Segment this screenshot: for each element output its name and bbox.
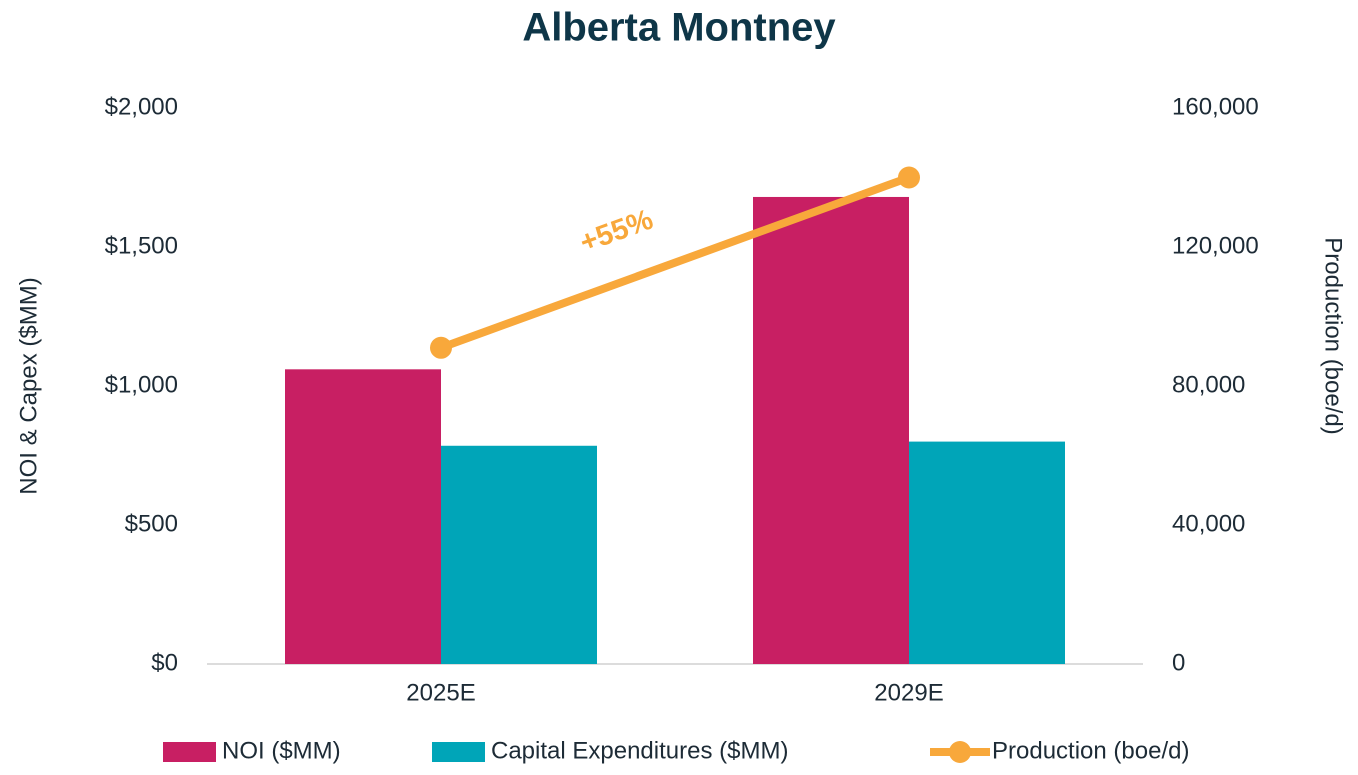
legend-label: Capital Expenditures ($MM): [491, 737, 788, 764]
bar: [441, 445, 597, 664]
line-marker: [898, 166, 920, 189]
y2-tick-label: 160,000: [1172, 93, 1259, 120]
bar: [285, 369, 441, 664]
bar: [753, 196, 909, 664]
line: [439, 173, 911, 352]
y-tick-label: $2,000: [105, 93, 178, 120]
y-tick-label: $1,500: [105, 232, 178, 259]
y-axis-label: NOI & Capex ($MM): [15, 277, 42, 494]
y2-tick-label: 80,000: [1172, 371, 1245, 398]
y2-tick-label: 120,000: [1172, 232, 1259, 259]
legend-marker: [949, 741, 971, 763]
y2-axis-label: Production (boe/d): [1320, 237, 1347, 434]
line-marker: [430, 336, 452, 359]
y-tick-label: $1,000: [105, 371, 178, 398]
y2-tick-label: 0: [1172, 649, 1185, 676]
legend-label: Production (boe/d): [992, 737, 1189, 764]
bar: [909, 441, 1065, 664]
legend-label: NOI ($MM): [222, 737, 341, 764]
y-tick-label: $500: [125, 510, 178, 537]
legend-swatch: [432, 742, 485, 762]
x-tick-label: 2029E: [874, 679, 943, 706]
annotation: +55%: [576, 203, 658, 259]
x-tick-label: 2025E: [406, 679, 475, 706]
legend-swatch: [163, 742, 216, 762]
y2-tick-label: 40,000: [1172, 510, 1245, 537]
y-tick-label: $0: [151, 649, 178, 676]
chart-title: Alberta Montney: [522, 6, 836, 50]
